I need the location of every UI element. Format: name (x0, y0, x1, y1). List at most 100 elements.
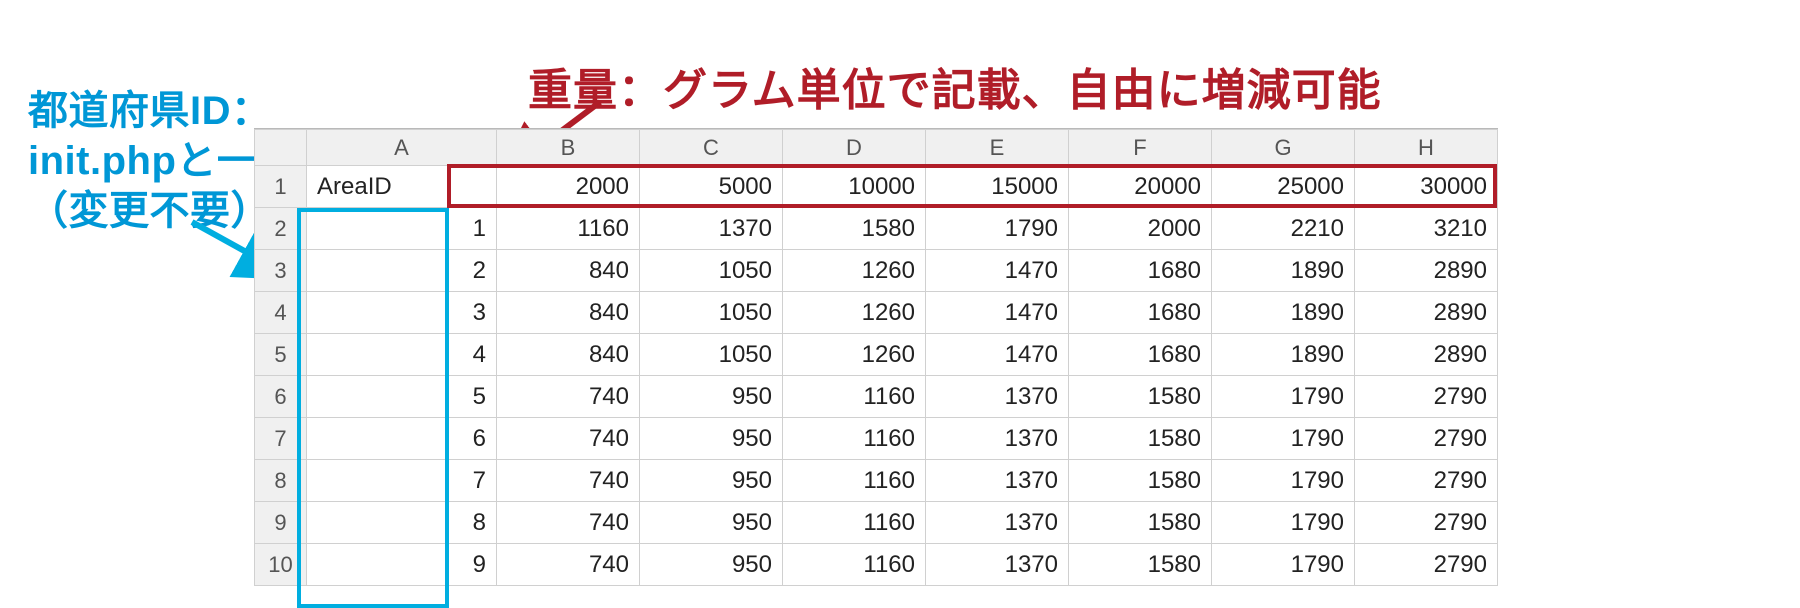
row-header[interactable]: 4 (255, 292, 307, 334)
row-header[interactable]: 8 (255, 460, 307, 502)
cell-value[interactable]: 1580 (1069, 460, 1212, 502)
cell-value[interactable]: 950 (640, 502, 783, 544)
cell-value[interactable]: 950 (640, 376, 783, 418)
row-header[interactable]: 6 (255, 376, 307, 418)
cell-value[interactable]: 1790 (1212, 376, 1355, 418)
cell-value[interactable]: 1470 (926, 334, 1069, 376)
cell-value[interactable]: 1160 (783, 376, 926, 418)
cell-value[interactable]: 1680 (1069, 334, 1212, 376)
cell-value[interactable]: 1680 (1069, 250, 1212, 292)
cell-value[interactable]: 1790 (1212, 544, 1355, 586)
cell-value[interactable]: 1370 (926, 460, 1069, 502)
cell-area-id[interactable]: 2 (307, 250, 497, 292)
cell-area-id[interactable]: 5 (307, 376, 497, 418)
cell-area-id[interactable]: 7 (307, 460, 497, 502)
cell-value[interactable]: 1160 (497, 208, 640, 250)
cell-value[interactable]: 2890 (1355, 292, 1498, 334)
cell-area-id[interactable]: 6 (307, 418, 497, 460)
cell-area-id[interactable]: 9 (307, 544, 497, 586)
cell-value[interactable]: 840 (497, 292, 640, 334)
cell-area-id[interactable]: 8 (307, 502, 497, 544)
row-header[interactable]: 7 (255, 418, 307, 460)
cell-value[interactable]: 1790 (1212, 460, 1355, 502)
cell-value[interactable]: 2890 (1355, 334, 1498, 376)
corner-cell[interactable] (255, 130, 307, 166)
spreadsheet[interactable]: A B C D E F G H 1AreaID20005000100001500… (254, 128, 1498, 586)
cell-weight-header[interactable]: 30000 (1355, 166, 1498, 208)
col-header-A[interactable]: A (307, 130, 497, 166)
cell-value[interactable]: 840 (497, 334, 640, 376)
col-header-D[interactable]: D (783, 130, 926, 166)
cell-value[interactable]: 3210 (1355, 208, 1498, 250)
cell-value[interactable]: 1580 (783, 208, 926, 250)
cell-value[interactable]: 2790 (1355, 544, 1498, 586)
cell-value[interactable]: 950 (640, 460, 783, 502)
row-header[interactable]: 2 (255, 208, 307, 250)
cell-value[interactable]: 1050 (640, 250, 783, 292)
cell-weight-header[interactable]: 2000 (497, 166, 640, 208)
row-header[interactable]: 5 (255, 334, 307, 376)
cell-value[interactable]: 840 (497, 250, 640, 292)
cell-weight-header[interactable]: 10000 (783, 166, 926, 208)
cell-value[interactable]: 740 (497, 376, 640, 418)
row-header[interactable]: 10 (255, 544, 307, 586)
cell-value[interactable]: 1370 (926, 502, 1069, 544)
cell-value[interactable]: 2790 (1355, 376, 1498, 418)
cell-value[interactable]: 2790 (1355, 502, 1498, 544)
cell-value[interactable]: 1370 (926, 376, 1069, 418)
row-header[interactable]: 9 (255, 502, 307, 544)
cell-value[interactable]: 1580 (1069, 376, 1212, 418)
cell-value[interactable]: 1260 (783, 292, 926, 334)
cell-area-id[interactable]: 3 (307, 292, 497, 334)
cell-value[interactable]: 2790 (1355, 460, 1498, 502)
col-header-C[interactable]: C (640, 130, 783, 166)
cell-value[interactable]: 1580 (1069, 544, 1212, 586)
cell-value[interactable]: 1790 (1212, 418, 1355, 460)
cell-value[interactable]: 950 (640, 418, 783, 460)
row-header[interactable]: 1 (255, 166, 307, 208)
cell-area-id[interactable]: 4 (307, 334, 497, 376)
cell-value[interactable]: 1580 (1069, 418, 1212, 460)
cell-value[interactable]: 740 (497, 418, 640, 460)
cell-value[interactable]: 1050 (640, 334, 783, 376)
col-header-G[interactable]: G (1212, 130, 1355, 166)
cell-value[interactable]: 1160 (783, 502, 926, 544)
cell-value[interactable]: 1470 (926, 250, 1069, 292)
col-header-F[interactable]: F (1069, 130, 1212, 166)
cell-value[interactable]: 1890 (1212, 334, 1355, 376)
cell-weight-header[interactable]: 20000 (1069, 166, 1212, 208)
cell-value[interactable]: 740 (497, 544, 640, 586)
cell-value[interactable]: 1370 (926, 544, 1069, 586)
cell-value[interactable]: 1470 (926, 292, 1069, 334)
cell-value[interactable]: 1890 (1212, 292, 1355, 334)
cell-value[interactable]: 1260 (783, 334, 926, 376)
row-header[interactable]: 3 (255, 250, 307, 292)
cell-value[interactable]: 1160 (783, 460, 926, 502)
cell-value[interactable]: 1680 (1069, 292, 1212, 334)
cell-value[interactable]: 1160 (783, 418, 926, 460)
cell-value[interactable]: 1370 (926, 418, 1069, 460)
cell-value[interactable]: 1260 (783, 250, 926, 292)
cell-weight-header[interactable]: 5000 (640, 166, 783, 208)
col-header-B[interactable]: B (497, 130, 640, 166)
cell-value[interactable]: 950 (640, 544, 783, 586)
col-header-E[interactable]: E (926, 130, 1069, 166)
cell-value[interactable]: 1370 (640, 208, 783, 250)
cell-value[interactable]: 1790 (926, 208, 1069, 250)
cell-value[interactable]: 1790 (1212, 502, 1355, 544)
cell-value[interactable]: 740 (497, 460, 640, 502)
cell-value[interactable]: 2000 (1069, 208, 1212, 250)
cell-weight-header[interactable]: 15000 (926, 166, 1069, 208)
cell-value[interactable]: 1580 (1069, 502, 1212, 544)
cell-value[interactable]: 2790 (1355, 418, 1498, 460)
cell-value[interactable]: 740 (497, 502, 640, 544)
cell-value[interactable]: 1890 (1212, 250, 1355, 292)
cell-value[interactable]: 1160 (783, 544, 926, 586)
col-header-H[interactable]: H (1355, 130, 1498, 166)
cell-weight-header[interactable]: 25000 (1212, 166, 1355, 208)
cell-area-id-label[interactable]: AreaID (307, 166, 497, 208)
cell-area-id[interactable]: 1 (307, 208, 497, 250)
cell-value[interactable]: 2210 (1212, 208, 1355, 250)
cell-value[interactable]: 2890 (1355, 250, 1498, 292)
cell-value[interactable]: 1050 (640, 292, 783, 334)
